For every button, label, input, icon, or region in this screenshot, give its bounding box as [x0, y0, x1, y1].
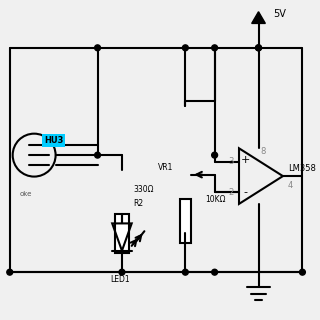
Text: HU3: HU3 [44, 136, 63, 145]
Circle shape [95, 152, 100, 158]
Text: 8: 8 [261, 147, 266, 156]
Text: R2: R2 [134, 199, 144, 208]
Circle shape [95, 45, 100, 51]
Text: +: + [241, 155, 251, 165]
Circle shape [212, 45, 218, 51]
Text: 10KΩ: 10KΩ [205, 195, 225, 204]
Circle shape [182, 45, 188, 51]
Text: 4: 4 [288, 181, 293, 190]
Text: LM358: LM358 [288, 164, 316, 173]
Circle shape [256, 45, 261, 51]
Text: LED1: LED1 [110, 276, 130, 284]
Circle shape [300, 269, 305, 275]
Circle shape [212, 269, 218, 275]
Text: 3: 3 [229, 157, 234, 166]
Text: -: - [244, 187, 248, 197]
Circle shape [7, 269, 13, 275]
Text: 2: 2 [229, 188, 234, 197]
Circle shape [212, 152, 218, 158]
FancyBboxPatch shape [180, 199, 191, 243]
Text: 5V: 5V [273, 9, 286, 19]
Circle shape [256, 45, 261, 51]
FancyBboxPatch shape [115, 214, 129, 253]
Text: oke: oke [20, 191, 32, 197]
Text: 330Ω: 330Ω [134, 185, 154, 194]
Text: VR1: VR1 [158, 163, 173, 172]
Circle shape [182, 269, 188, 275]
Circle shape [119, 269, 125, 275]
Polygon shape [252, 12, 265, 23]
